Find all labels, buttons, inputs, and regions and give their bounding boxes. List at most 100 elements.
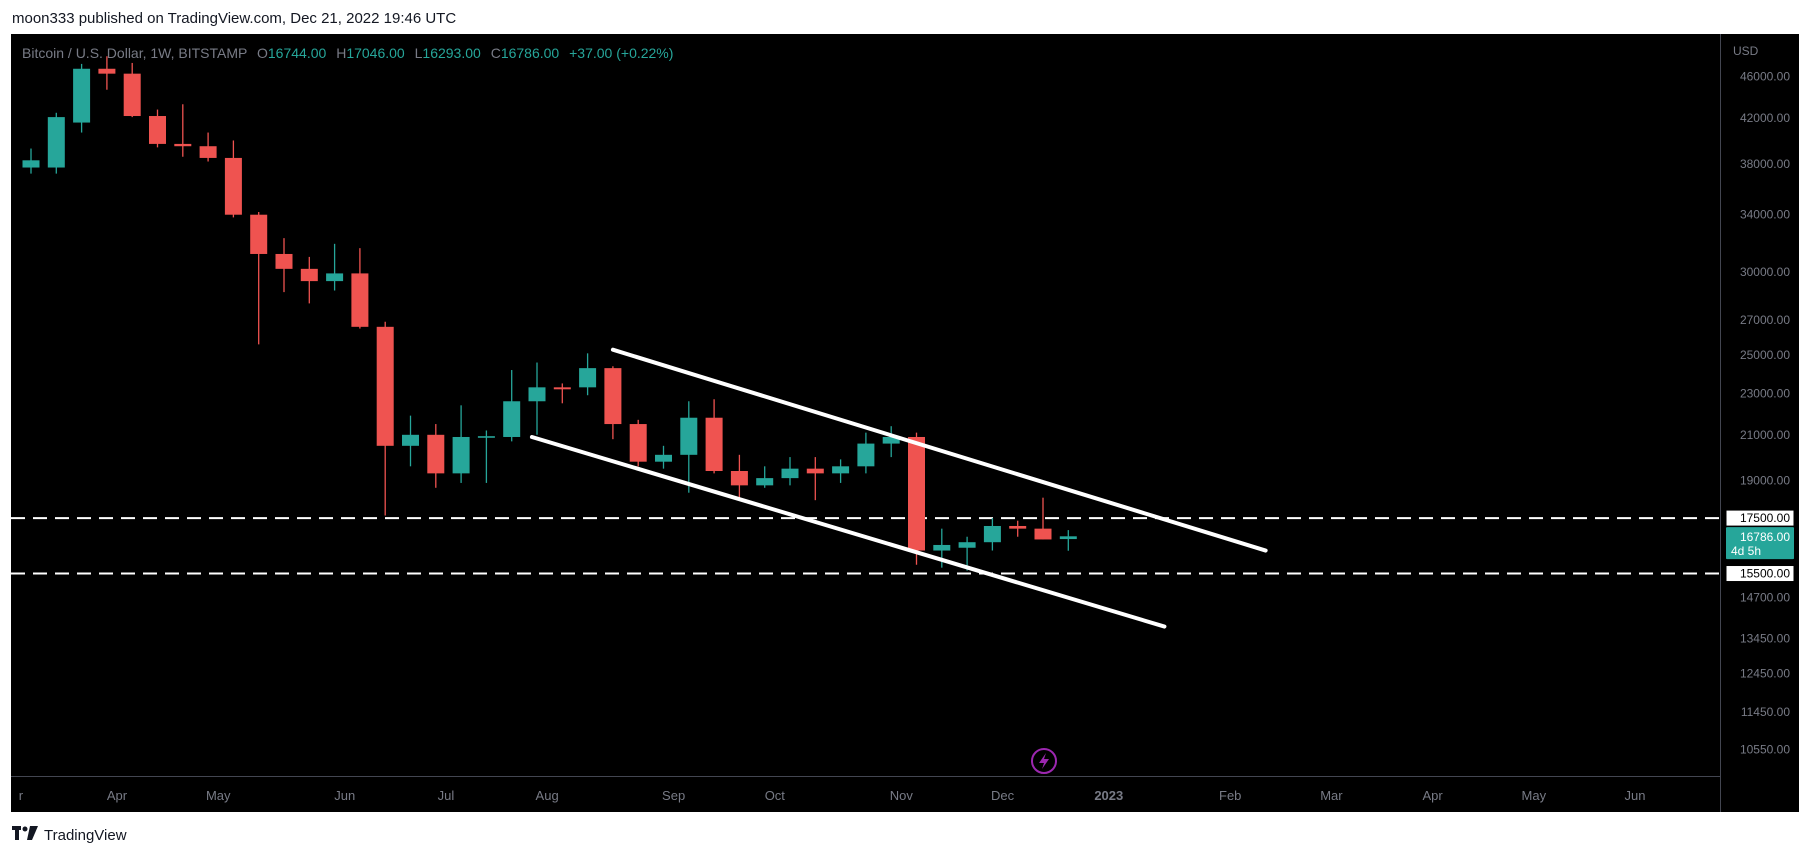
candle-down[interactable] xyxy=(174,104,192,157)
channel-trendline[interactable] xyxy=(610,347,1268,553)
candles[interactable] xyxy=(22,56,1077,571)
candle-up[interactable] xyxy=(452,405,470,483)
price-tick-label: 12450.00 xyxy=(1740,667,1790,681)
candle-up[interactable] xyxy=(402,415,419,467)
time-tick-label: May xyxy=(206,788,231,803)
candle-down[interactable] xyxy=(629,419,647,467)
candle-down[interactable] xyxy=(98,56,116,90)
time-tick-label: Oct xyxy=(765,788,786,803)
price-tick-label: 42000.00 xyxy=(1740,111,1790,125)
candle-up[interactable] xyxy=(477,430,495,483)
candle-up[interactable] xyxy=(326,243,344,291)
time-tick-label: Mar xyxy=(1320,788,1343,803)
candle-up[interactable] xyxy=(503,370,521,442)
candle-body xyxy=(73,68,91,123)
candle-up[interactable] xyxy=(857,432,875,474)
candle-up[interactable] xyxy=(73,63,91,133)
candle-up[interactable] xyxy=(47,112,65,174)
candle-up[interactable] xyxy=(528,362,546,435)
candle-down[interactable] xyxy=(705,399,723,474)
candle-up[interactable] xyxy=(22,148,40,174)
candle-down[interactable] xyxy=(123,62,141,118)
candle-body xyxy=(756,478,774,486)
candle-body xyxy=(781,468,799,479)
last-price-label: 16786.00 xyxy=(1740,530,1790,544)
price-axis[interactable] xyxy=(1721,34,1799,812)
candle-up[interactable] xyxy=(756,466,774,488)
time-tick-label: r xyxy=(19,788,24,803)
chart-background[interactable] xyxy=(11,34,1799,812)
candle-body xyxy=(528,387,546,402)
candle-up[interactable] xyxy=(579,353,597,396)
candle-body xyxy=(933,544,951,551)
candle-down[interactable] xyxy=(553,383,571,404)
candle-body xyxy=(655,454,672,462)
candle-body xyxy=(882,436,900,444)
price-tick-label: 10550.00 xyxy=(1740,742,1790,756)
level-price-badge xyxy=(1725,565,1795,583)
candle-down[interactable] xyxy=(149,109,166,148)
candle-down[interactable] xyxy=(730,454,748,501)
candle-down[interactable] xyxy=(351,248,369,329)
candle-body xyxy=(832,466,850,474)
candle-body xyxy=(958,542,976,548)
price-tick-label: 23000.00 xyxy=(1740,386,1790,400)
candle-down[interactable] xyxy=(1034,497,1052,540)
candle-down[interactable] xyxy=(908,432,925,565)
open-value: 16744.00 xyxy=(268,45,327,61)
time-tick-label: Feb xyxy=(1219,788,1241,803)
candle-down[interactable] xyxy=(427,424,445,488)
candle-down[interactable] xyxy=(604,366,622,440)
candle-up[interactable] xyxy=(655,445,672,469)
low-value: 16293.00 xyxy=(422,45,481,61)
candle-up[interactable] xyxy=(781,457,799,486)
candle-down[interactable] xyxy=(1009,520,1027,537)
lightning-icon[interactable] xyxy=(1031,748,1057,774)
time-tick-label: Aug xyxy=(536,788,559,803)
time-tick-label: Apr xyxy=(107,788,128,803)
candle-up[interactable] xyxy=(983,518,1001,551)
candle-body xyxy=(1009,525,1027,529)
channel-trendline[interactable] xyxy=(529,434,1167,629)
candle-body xyxy=(579,368,597,388)
trendlines[interactable] xyxy=(529,347,1268,629)
time-tick-label: May xyxy=(1522,788,1547,803)
candle-body xyxy=(604,368,622,425)
price-axis-ticks: 46000.00 42000.00 38000.00 34000.00 30000.00… xyxy=(1740,70,1790,757)
candle-down[interactable] xyxy=(300,256,318,304)
candle-up[interactable] xyxy=(958,536,976,571)
candle-body xyxy=(123,73,141,117)
price-axis-currency: USD xyxy=(1733,44,1759,58)
candle-body xyxy=(326,273,344,282)
candle-down[interactable] xyxy=(806,457,824,501)
price-tick-label: 25000.00 xyxy=(1740,348,1790,362)
candle-down[interactable] xyxy=(376,321,394,516)
candle-up[interactable] xyxy=(680,401,698,493)
symbol-legend[interactable]: Bitcoin / U.S. Dollar, 1W, BITSTAMP O167… xyxy=(22,45,673,61)
candle-body xyxy=(730,471,748,486)
candle-up[interactable] xyxy=(882,426,900,458)
candle-body xyxy=(351,273,369,327)
time-tick-label: Dec xyxy=(991,788,1015,803)
tradingview-logo-icon xyxy=(12,825,38,845)
candle-body xyxy=(503,401,521,437)
candle-down[interactable] xyxy=(199,132,217,162)
candle-up[interactable] xyxy=(832,459,850,483)
price-tick-label: 11450.00 xyxy=(1741,705,1790,719)
footer: TradingView xyxy=(12,825,127,845)
price-tick-label: 38000.00 xyxy=(1740,157,1790,171)
time-tick-label: Jun xyxy=(334,788,355,803)
candle-body xyxy=(402,434,419,446)
candle-down[interactable] xyxy=(275,238,293,293)
candle-body xyxy=(857,443,875,467)
time-tick-label: Nov xyxy=(890,788,914,803)
candle-up[interactable] xyxy=(1059,530,1077,551)
candle-down[interactable] xyxy=(224,140,242,218)
footer-brand: TradingView xyxy=(44,826,127,844)
price-tick-label: 34000.00 xyxy=(1740,208,1790,222)
candle-body xyxy=(47,117,65,168)
price-tick-label: 27000.00 xyxy=(1740,313,1790,327)
high-value: 17046.00 xyxy=(346,45,405,61)
candle-down[interactable] xyxy=(250,212,268,345)
